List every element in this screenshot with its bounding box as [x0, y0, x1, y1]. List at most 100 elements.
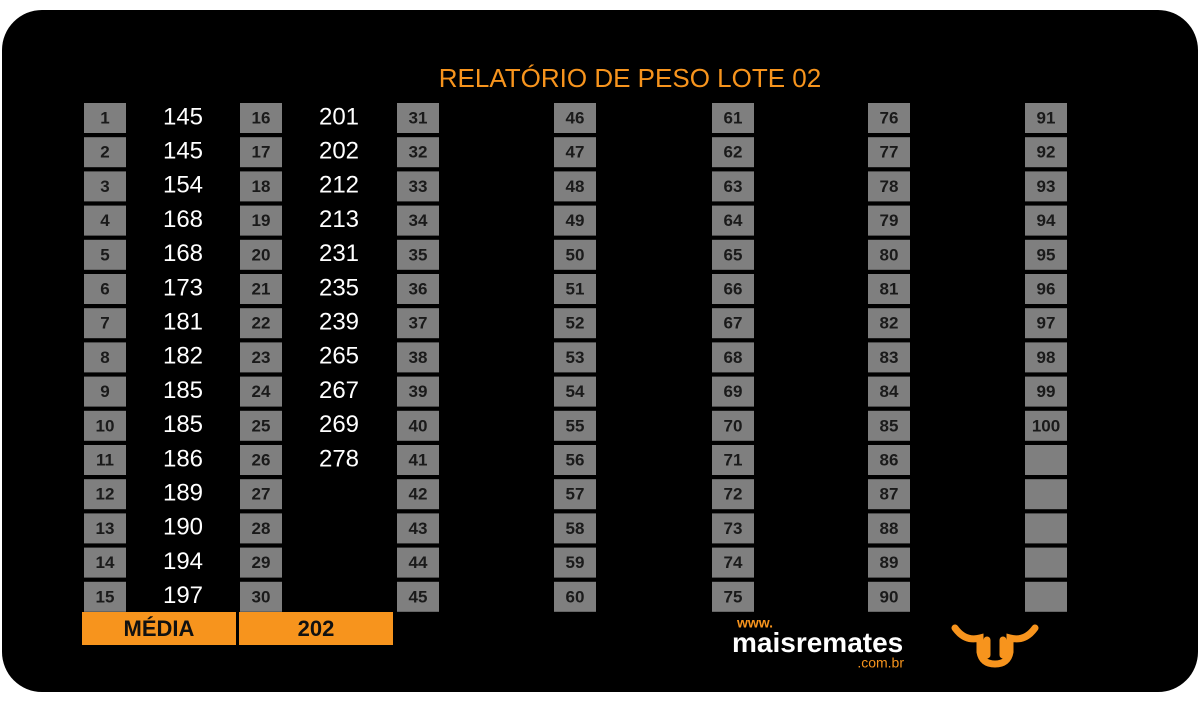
- weight: 265: [319, 343, 359, 370]
- lot-number: 67: [724, 314, 743, 333]
- average-label-box: [82, 612, 236, 645]
- number-box: [712, 547, 754, 578]
- lot-number: 94: [1037, 211, 1056, 230]
- number-box: [712, 342, 754, 373]
- lot-number: 69: [724, 382, 743, 401]
- lot-number: 34: [409, 211, 428, 230]
- lot-number: 54: [566, 382, 585, 401]
- lot-number: 75: [724, 587, 743, 606]
- number-box: [84, 103, 126, 133]
- lot-number: 11: [96, 450, 114, 469]
- lot-number: 77: [880, 143, 899, 162]
- number-box: [1025, 103, 1067, 133]
- lot-number: 36: [409, 279, 428, 298]
- lot-number: 64: [724, 211, 743, 230]
- number-box: [554, 547, 596, 578]
- lot-number: 61: [724, 108, 743, 127]
- logo-brand-a: mais: [732, 627, 796, 658]
- lot-number: 7: [100, 314, 109, 333]
- lot-number: 91: [1037, 108, 1056, 127]
- lot-number: 96: [1037, 279, 1056, 298]
- lot-number: 5: [100, 245, 109, 264]
- number-box: [868, 342, 910, 373]
- number-box: [554, 137, 596, 168]
- number-box: [397, 513, 439, 544]
- lot-number: 47: [566, 143, 585, 162]
- lot-number: 79: [880, 211, 899, 230]
- lot-number: 71: [724, 450, 743, 469]
- number-box: [84, 308, 126, 339]
- lot-number: 60: [566, 587, 585, 606]
- lot-number: 98: [1037, 348, 1056, 367]
- weight: 201: [319, 103, 359, 130]
- number-box: [240, 137, 282, 168]
- number-box: [712, 239, 754, 270]
- logo-www: www.: [736, 615, 773, 631]
- lot-number: 17: [252, 143, 271, 162]
- lot-number: 78: [880, 177, 899, 196]
- number-box: [240, 513, 282, 544]
- number-box: [554, 171, 596, 202]
- number-box: [554, 205, 596, 236]
- number-box: [84, 376, 126, 407]
- number-box: [868, 239, 910, 270]
- lot-number: 80: [880, 245, 899, 264]
- number-box: [1025, 274, 1067, 304]
- lot-number: 3: [100, 177, 109, 196]
- lot-number: 87: [880, 485, 899, 504]
- number-box: [712, 376, 754, 407]
- number-box: [397, 376, 439, 407]
- number-box: [554, 410, 596, 441]
- weight: 168: [163, 240, 203, 267]
- number-box: [554, 274, 596, 304]
- lot-number: 6: [100, 279, 109, 298]
- number-box: [1025, 239, 1067, 270]
- number-box: [397, 274, 439, 304]
- lot-number: 21: [252, 279, 271, 298]
- lot-number: 44: [409, 553, 428, 572]
- number-box: [240, 342, 282, 373]
- number-box: [240, 239, 282, 270]
- number-box: [712, 445, 754, 475]
- lot-number: 72: [724, 485, 743, 504]
- number-box: [1025, 513, 1067, 544]
- weight: 145: [163, 138, 203, 165]
- number-box: [397, 547, 439, 578]
- number-box: [1025, 205, 1067, 236]
- number-box: [868, 513, 910, 544]
- number-box: [84, 479, 126, 510]
- logo-brand: maisremates: [732, 627, 903, 658]
- lot-number: 23: [252, 348, 271, 367]
- lot-number: 65: [724, 245, 743, 264]
- number-box: [1025, 137, 1067, 168]
- lot-number: 32: [409, 143, 428, 162]
- number-box: [84, 547, 126, 578]
- lot-number: 53: [566, 348, 585, 367]
- number-box: [868, 171, 910, 202]
- lot-number: 89: [880, 553, 899, 572]
- number-box: [240, 479, 282, 510]
- weight: 154: [163, 172, 203, 199]
- number-box: [1025, 308, 1067, 339]
- lot-number: 50: [566, 245, 585, 264]
- weight: 190: [163, 514, 203, 541]
- weight: 194: [163, 548, 203, 575]
- number-box: [712, 581, 754, 612]
- number-box: [397, 581, 439, 612]
- lot-number: 58: [566, 519, 585, 538]
- lot-number: 33: [409, 177, 428, 196]
- number-box: [240, 171, 282, 202]
- weight: 202: [319, 138, 359, 165]
- number-box: [397, 342, 439, 373]
- number-box: [554, 581, 596, 612]
- lot-number: 41: [409, 450, 428, 469]
- lot-number: 59: [566, 553, 585, 572]
- lot-number: 92: [1037, 143, 1056, 162]
- lot-number: 93: [1037, 177, 1056, 196]
- number-box: [554, 342, 596, 373]
- number-box: [84, 581, 126, 612]
- lot-number: 15: [96, 587, 115, 606]
- number-box: [712, 274, 754, 304]
- number-box: [1025, 445, 1067, 475]
- lot-number: 16: [252, 108, 271, 127]
